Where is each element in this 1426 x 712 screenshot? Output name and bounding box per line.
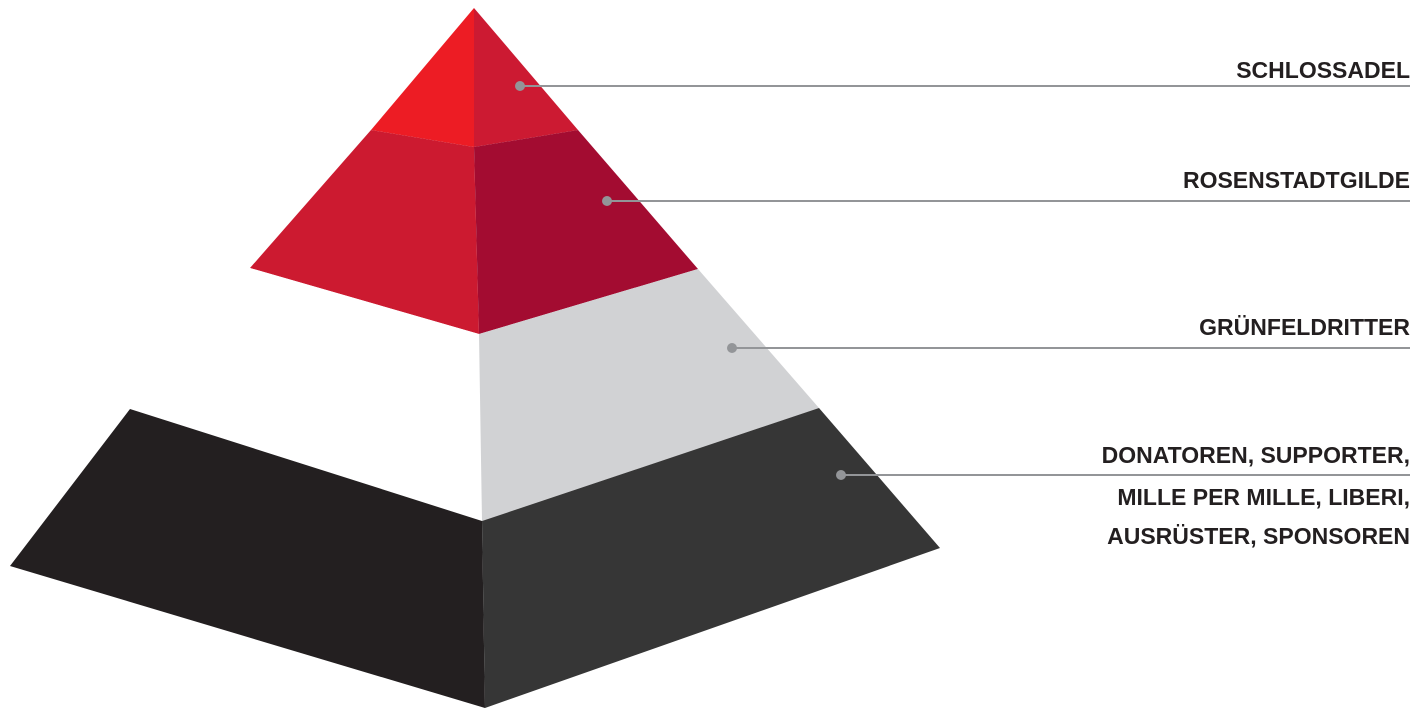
tier-schlossadel-right-face: [474, 8, 578, 147]
tier-rosenstadtgilde-right-face: [474, 130, 698, 334]
tier-schlossadel: [371, 8, 578, 147]
tier-donatoren-left-face: [10, 409, 485, 708]
leader-dot: [727, 343, 737, 353]
label-donatoren-line-2: MILLE PER MILLE, LIBERI,: [1117, 484, 1410, 510]
leader-dot: [515, 81, 525, 91]
tier-gruenfeldritter: [130, 268, 819, 521]
leader-dot: [602, 196, 612, 206]
label-gruenfeldritter: GRÜNFELDRITTER: [1199, 314, 1410, 340]
label-donatoren-line-1: DONATOREN, SUPPORTER,: [1102, 442, 1410, 468]
leader-donatoren: [836, 470, 1410, 480]
label-donatoren-line-3: AUSRÜSTER, SPONSOREN: [1107, 523, 1410, 549]
label-schlossadel: SCHLOSSADEL: [1236, 57, 1410, 83]
tier-gruenfeldritter-right-face: [479, 269, 819, 521]
leader-gruenfeldritter: [727, 343, 1410, 353]
label-rosenstadtgilde: ROSENSTADTGILDE: [1183, 167, 1410, 193]
tier-donatoren: [10, 408, 940, 708]
leader-rosenstadtgilde: [602, 196, 1410, 206]
tier-gruenfeldritter-left-face: [130, 268, 482, 521]
tier-rosenstadtgilde-left-face: [250, 130, 479, 334]
leader-schlossadel: [515, 81, 1410, 91]
tier-schlossadel-left-face: [371, 8, 474, 147]
tier-rosenstadtgilde: [250, 130, 698, 334]
tier-donatoren-right-face: [482, 408, 940, 708]
leader-dot: [836, 470, 846, 480]
